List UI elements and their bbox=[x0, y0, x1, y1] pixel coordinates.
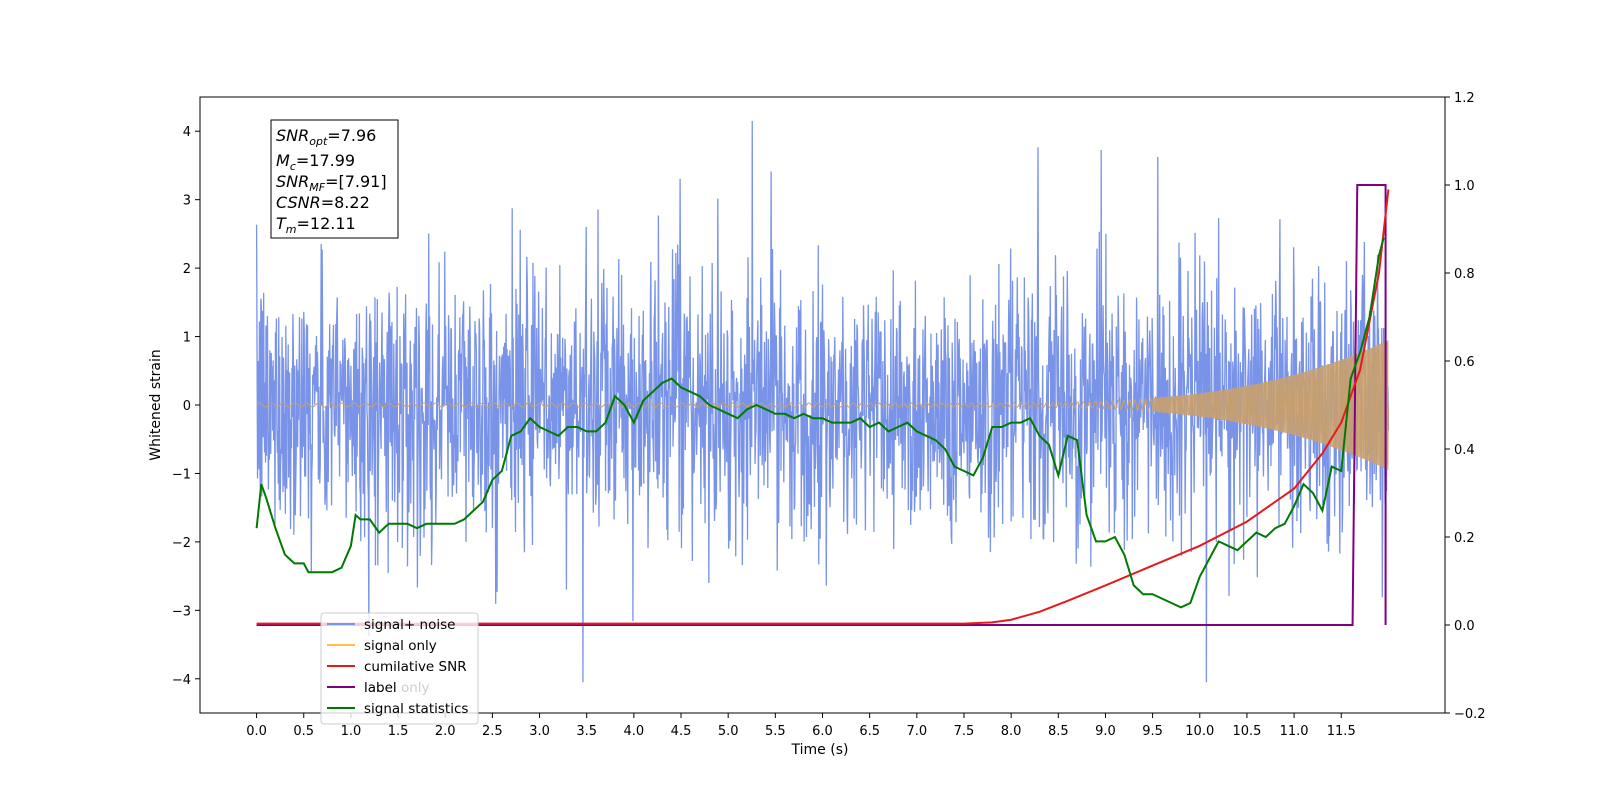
x-tick-label-18: 9.0 bbox=[1095, 724, 1116, 739]
x-tick-label-6: 3.0 bbox=[529, 724, 550, 739]
x-tick-label-2: 1.0 bbox=[341, 724, 362, 739]
legend-label-cumulative-snr: cumilative SNR bbox=[364, 659, 467, 675]
x-tick-label-7: 3.5 bbox=[576, 724, 597, 739]
y-right-tick-label-0: 1.2 bbox=[1454, 91, 1475, 106]
x-tick-label-22: 11.0 bbox=[1280, 724, 1309, 739]
x-tick-label-9: 4.5 bbox=[671, 724, 692, 739]
y-left-tick-label-7: −3 bbox=[172, 604, 191, 619]
legend-label-label: label bbox=[364, 680, 397, 696]
y-right-tick-label-1: 1.0 bbox=[1454, 179, 1475, 194]
info-mc: Mc=17.99 bbox=[276, 151, 355, 173]
x-tick-label-10: 5.0 bbox=[718, 724, 739, 739]
legend-label-signal-statistics: signal statistics bbox=[364, 701, 468, 717]
x-tick-label-15: 7.5 bbox=[954, 724, 975, 739]
legend-label-label-only: label only bbox=[364, 680, 430, 696]
x-tick-label-20: 10.0 bbox=[1185, 724, 1214, 739]
info-box: SNRopt=7.96 Mc=17.99 SNRMF=[7.91] CSNR=8… bbox=[270, 119, 399, 239]
y-axis-left: 4 3 2 1 0 −1 −2 −3 −4 bbox=[172, 125, 200, 688]
y-left-tick-label-6: −2 bbox=[172, 536, 191, 551]
info-snr-opt: SNRopt=7.96 bbox=[276, 126, 376, 148]
x-tick-label-13: 6.5 bbox=[859, 724, 880, 739]
y-left-tick-label-3: 1 bbox=[183, 331, 191, 346]
series-signal-noise bbox=[255, 120, 1390, 683]
info-box-frame bbox=[270, 119, 399, 239]
y-left-tick-label-4: 0 bbox=[183, 399, 191, 414]
x-tick-label-17: 8.5 bbox=[1048, 724, 1069, 739]
x-tick-label-16: 8.0 bbox=[1001, 724, 1022, 739]
y-left-tick-label-0: 4 bbox=[183, 125, 191, 140]
legend-frame bbox=[320, 612, 479, 725]
x-tick-label-12: 6.0 bbox=[812, 724, 833, 739]
y-right-tick-label-2: 0.8 bbox=[1454, 267, 1475, 282]
x-tick-label-19: 9.5 bbox=[1142, 724, 1163, 739]
x-tick-label-8: 4.0 bbox=[624, 724, 645, 739]
y-left-tick-label-1: 3 bbox=[183, 194, 191, 209]
x-tick-label-3: 1.5 bbox=[388, 724, 409, 739]
series-signal-statistics bbox=[255, 237, 1385, 609]
x-tick-label-1: 0.5 bbox=[293, 724, 314, 739]
legend: signal+ noise signal only cumilative SNR… bbox=[320, 612, 479, 725]
info-csnr: CSNR=8.22 bbox=[276, 193, 370, 212]
y-axis-right: 1.2 1.0 0.8 0.6 0.4 0.2 0.0 −0.2 bbox=[1445, 91, 1486, 722]
y-axis-label-left: Whitened strain bbox=[148, 349, 164, 460]
x-axis: 0.0 0.5 1.0 1.5 2.0 2.5 3.0 3.5 4.0 4.5 5.0 5.5 6.0 6… bbox=[246, 713, 1356, 739]
x-tick-label-23: 11.5 bbox=[1327, 724, 1356, 739]
y-right-tick-label-4: 0.4 bbox=[1454, 443, 1475, 458]
legend-label-signal-only: signal only bbox=[364, 638, 437, 654]
series-signal-only bbox=[256, 341, 1389, 466]
x-axis-label: Time (s) bbox=[791, 742, 849, 758]
y-left-tick-label-5: −1 bbox=[172, 467, 191, 482]
legend-label-signal-noise: signal+ noise bbox=[364, 617, 455, 633]
x-tick-label-0: 0.0 bbox=[246, 724, 267, 739]
x-tick-label-21: 10.5 bbox=[1232, 724, 1261, 739]
series-label bbox=[256, 184, 1387, 626]
info-tm: Tm=12.11 bbox=[276, 214, 356, 236]
x-tick-label-4: 2.0 bbox=[435, 724, 456, 739]
y-right-tick-label-3: 0.6 bbox=[1454, 355, 1475, 370]
y-right-tick-label-7: −0.2 bbox=[1454, 707, 1486, 722]
y-left-tick-label-2: 2 bbox=[183, 262, 191, 277]
y-right-tick-label-6: 0.0 bbox=[1454, 619, 1475, 634]
plot-area bbox=[255, 120, 1390, 683]
info-snr-mf: SNRMF=[7.91] bbox=[276, 172, 387, 194]
y-left-tick-label-8: −4 bbox=[172, 673, 191, 688]
x-tick-label-14: 7.0 bbox=[906, 724, 927, 739]
x-tick-label-5: 2.5 bbox=[482, 724, 503, 739]
series-cumulative-snr bbox=[256, 189, 1390, 625]
x-tick-label-11: 5.5 bbox=[765, 724, 786, 739]
y-right-tick-label-5: 0.2 bbox=[1454, 531, 1475, 546]
